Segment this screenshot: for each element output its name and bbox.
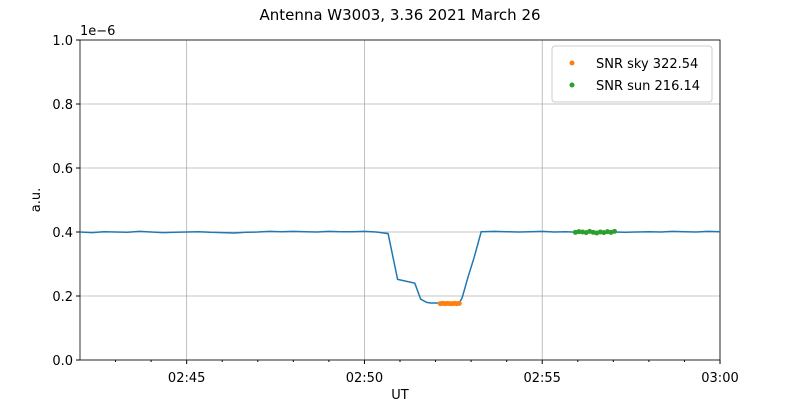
line-series — [79, 230, 721, 304]
y-tick-label: 0.2 — [52, 290, 73, 305]
legend-label: SNR sun 216.14 — [596, 79, 700, 94]
x-tick-label: 02:55 — [523, 371, 560, 386]
y-tick-label: 0.4 — [52, 226, 73, 241]
y-tick-label: 0.8 — [52, 98, 73, 113]
legend-label: SNR sky 322.54 — [596, 57, 698, 72]
x-tick-label: 02:45 — [168, 371, 205, 386]
y-offset-label: 1e−6 — [80, 24, 115, 39]
legend-box — [551, 45, 713, 103]
plot-frame — [79, 39, 721, 361]
y-tick-label: 1.0 — [52, 34, 73, 49]
y-tick-label: 0.0 — [52, 354, 73, 369]
scatter-point — [612, 228, 618, 234]
scatter-point — [456, 300, 462, 306]
x-tick-label: 03:00 — [701, 371, 738, 386]
x-axis-label: UT — [391, 388, 409, 400]
chart-title: Antenna W3003, 3.36 2021 March 26 — [259, 6, 540, 24]
legend-marker — [569, 60, 575, 66]
y-axis-label: a.u. — [29, 188, 44, 212]
y-tick-label: 0.6 — [52, 162, 73, 177]
x-tick-label: 02:50 — [346, 371, 383, 386]
legend-marker — [569, 82, 575, 88]
